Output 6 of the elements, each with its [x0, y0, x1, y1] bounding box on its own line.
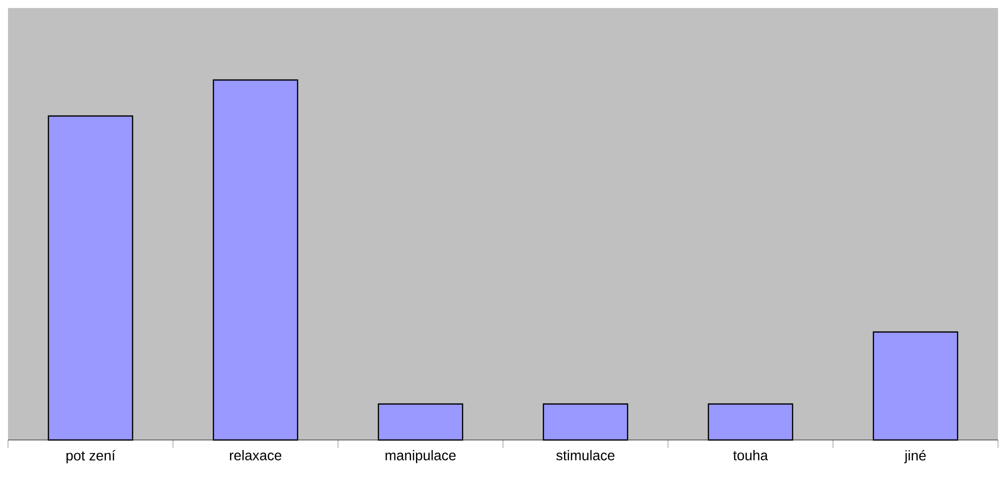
- x-tick-label: jiné: [904, 450, 926, 464]
- x-tick-label: touha: [733, 450, 768, 460]
- x-tick-label: relaxace: [230, 450, 282, 460]
- x-tick-label: manipulace: [386, 450, 456, 464]
- x-tick-label: stimulace: [556, 450, 614, 460]
- x-tick-label: pot zení: [66, 450, 116, 464]
